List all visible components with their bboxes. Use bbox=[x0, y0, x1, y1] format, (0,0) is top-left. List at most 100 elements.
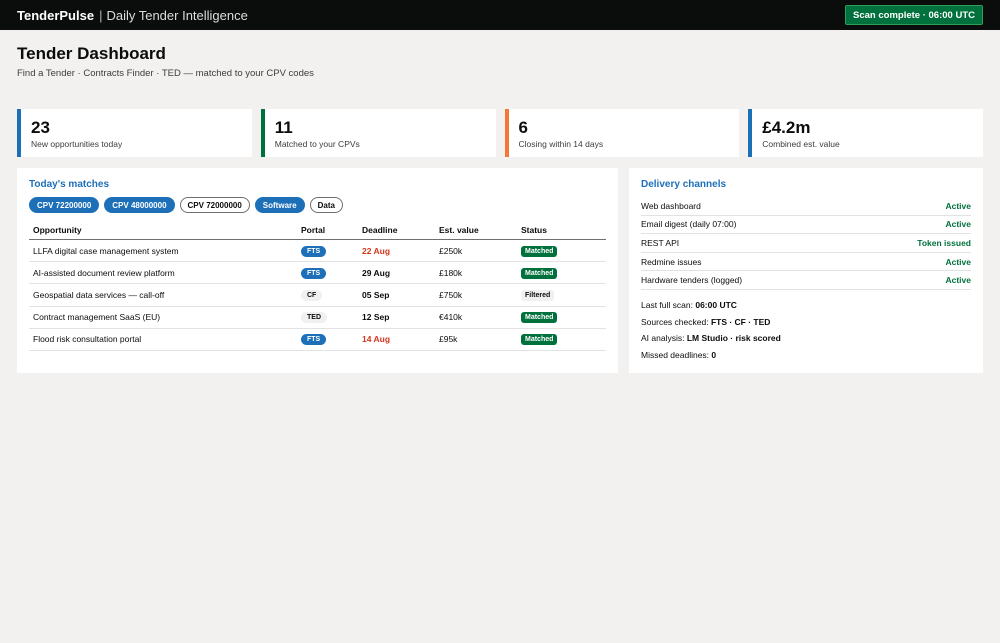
meta-label: Missed deadlines: bbox=[641, 349, 712, 360]
portal-cell: CF bbox=[297, 283, 358, 307]
channel-name: Web dashboard bbox=[641, 200, 701, 211]
meta-value: 06:00 UTC bbox=[695, 299, 737, 310]
channel-row: Redmine issues Active bbox=[641, 253, 971, 272]
stat-label: New opportunities today bbox=[31, 139, 123, 149]
status-cell: Matched bbox=[517, 328, 606, 351]
status-badge: Matched bbox=[521, 312, 558, 324]
channel-row: Web dashboard Active bbox=[641, 197, 971, 216]
portal-cell: FTS bbox=[297, 261, 358, 285]
table-row[interactable]: AI-assisted document review platform FTS… bbox=[29, 261, 606, 285]
meta-value: FTS · CF · TED bbox=[710, 316, 771, 327]
table-row[interactable]: Geospatial data services — call-off CF 0… bbox=[29, 283, 606, 307]
status-cell: Filtered bbox=[517, 283, 606, 307]
portal-badge: FTS bbox=[301, 267, 327, 279]
meta-label: Sources checked: bbox=[641, 316, 711, 327]
opportunity-name[interactable]: LLFA digital case management system bbox=[29, 239, 297, 263]
page-subtitle: Find a Tender · Contracts Finder · TED —… bbox=[17, 68, 314, 79]
value-cell: £750k bbox=[435, 283, 517, 307]
delivery-channels-panel: Delivery channels Web dashboard Active E… bbox=[629, 168, 983, 373]
opportunity-name[interactable]: Flood risk consultation portal bbox=[29, 328, 297, 351]
channel-list: Web dashboard Active Email digest (daily… bbox=[641, 197, 971, 290]
portal-cell: TED bbox=[297, 306, 358, 329]
table-row[interactable]: LLFA digital case management system FTS … bbox=[29, 239, 606, 263]
status-badge: Matched bbox=[521, 245, 558, 257]
channel-state: Active bbox=[945, 275, 971, 286]
meta-sources: Sources checked: FTS · CF · TED bbox=[641, 317, 971, 334]
chip-cpv-48000000[interactable]: CPV 48000000 bbox=[104, 197, 175, 213]
chip-software[interactable]: Software bbox=[254, 197, 305, 213]
meta-ai-analysis: AI analysis: LM Studio · risk scored bbox=[641, 333, 971, 350]
deadline-cell: 14 Aug bbox=[358, 328, 435, 351]
channel-row: Hardware tenders (logged) Active bbox=[641, 271, 971, 290]
page-title: Tender Dashboard bbox=[17, 44, 166, 63]
panels: Today's matches CPV 72200000 CPV 4800000… bbox=[0, 157, 1000, 373]
channel-row: Email digest (daily 07:00) Active bbox=[641, 216, 971, 235]
column-header-value[interactable]: Est. value bbox=[435, 221, 517, 240]
portal-badge: TED bbox=[301, 312, 327, 324]
portal-badge: FTS bbox=[301, 245, 327, 257]
matches-title: Today's matches bbox=[29, 179, 109, 190]
table-header-row: Opportunity Portal Deadline Est. value S… bbox=[29, 221, 606, 240]
todays-matches-panel: Today's matches CPV 72200000 CPV 4800000… bbox=[17, 168, 618, 373]
deadline-cell: 12 Sep bbox=[358, 306, 435, 329]
portal-cell: FTS bbox=[297, 328, 358, 351]
channel-name: REST API bbox=[641, 237, 680, 248]
column-header-portal[interactable]: Portal bbox=[297, 221, 358, 240]
channel-name: Hardware tenders (logged) bbox=[641, 275, 743, 286]
chip-cpv-72200000[interactable]: CPV 72200000 bbox=[29, 197, 100, 213]
value-cell: £95k bbox=[435, 328, 517, 351]
value-cell: £180k bbox=[435, 261, 517, 285]
status-badge: Filtered bbox=[521, 289, 555, 301]
meta-label: Last full scan: bbox=[641, 299, 696, 310]
brand-subtitle: Daily Tender Intelligence bbox=[106, 7, 248, 23]
channel-name: Redmine issues bbox=[641, 256, 702, 267]
scan-meta: Last full scan: 06:00 UTC Sources checke… bbox=[641, 300, 971, 366]
deadline-cell: 29 Aug bbox=[358, 261, 435, 285]
stat-card-closing-soon: 6 Closing within 14 days bbox=[504, 109, 740, 157]
status-cell: Matched bbox=[517, 306, 606, 329]
delivery-title: Delivery channels bbox=[641, 179, 727, 190]
stat-value: 11 bbox=[274, 118, 293, 137]
deadline-cell: 22 Aug bbox=[358, 239, 435, 263]
portal-cell: FTS bbox=[297, 239, 358, 263]
opportunity-name[interactable]: AI-assisted document review platform bbox=[29, 261, 297, 285]
channel-state: Token issued bbox=[917, 237, 971, 248]
table-row[interactable]: Contract management SaaS (EU) TED 12 Sep… bbox=[29, 306, 606, 329]
opportunity-name[interactable]: Contract management SaaS (EU) bbox=[29, 306, 297, 329]
portal-badge: FTS bbox=[301, 334, 327, 346]
chip-cpv-72000000[interactable]: CPV 72000000 bbox=[179, 197, 250, 213]
opportunity-name[interactable]: Geospatial data services — call-off bbox=[29, 283, 297, 307]
stats-row: 23 New opportunities today 11 Matched to… bbox=[0, 109, 1000, 157]
channel-state: Active bbox=[945, 219, 971, 230]
filter-chips: CPV 72200000 CPV 48000000 CPV 72000000 S… bbox=[29, 197, 606, 213]
channel-state: Active bbox=[945, 256, 971, 267]
table-row[interactable]: Flood risk consultation portal FTS 14 Au… bbox=[29, 328, 606, 351]
stat-card-new-opportunities: 23 New opportunities today bbox=[17, 109, 252, 157]
portal-badge: CF bbox=[301, 289, 323, 301]
scan-status-badge: Scan complete · 06:00 UTC bbox=[845, 5, 983, 25]
page-header: Tender Dashboard Find a Tender · Contrac… bbox=[0, 30, 1000, 109]
channel-name: Email digest (daily 07:00) bbox=[641, 219, 737, 230]
meta-missed-deadlines: Missed deadlines: 0 bbox=[641, 350, 971, 367]
column-header-opportunity[interactable]: Opportunity bbox=[29, 221, 297, 240]
brand-name[interactable]: TenderPulse bbox=[17, 7, 95, 23]
meta-value: 0 bbox=[711, 349, 717, 360]
value-cell: €410k bbox=[435, 306, 517, 329]
stat-card-matched: 11 Matched to your CPVs bbox=[260, 109, 496, 157]
stat-label: Matched to your CPVs bbox=[274, 139, 360, 149]
stat-label: Combined est. value bbox=[762, 139, 840, 149]
column-header-deadline[interactable]: Deadline bbox=[358, 221, 435, 240]
column-header-status[interactable]: Status bbox=[517, 221, 606, 240]
channel-state: Active bbox=[945, 200, 971, 211]
brand-separator: | bbox=[99, 7, 103, 23]
status-badge: Matched bbox=[521, 334, 558, 346]
meta-value: LM Studio · risk scored bbox=[686, 333, 781, 344]
stat-value: 23 bbox=[31, 118, 50, 137]
stat-value: 6 bbox=[518, 118, 528, 137]
channel-row: REST API Token issued bbox=[641, 234, 971, 253]
deadline-cell: 05 Sep bbox=[358, 283, 435, 307]
chip-data[interactable]: Data bbox=[309, 197, 343, 213]
stat-label: Closing within 14 days bbox=[518, 139, 604, 149]
stat-value: £4.2m bbox=[762, 118, 811, 137]
matches-table: Opportunity Portal Deadline Est. value S… bbox=[29, 221, 606, 351]
